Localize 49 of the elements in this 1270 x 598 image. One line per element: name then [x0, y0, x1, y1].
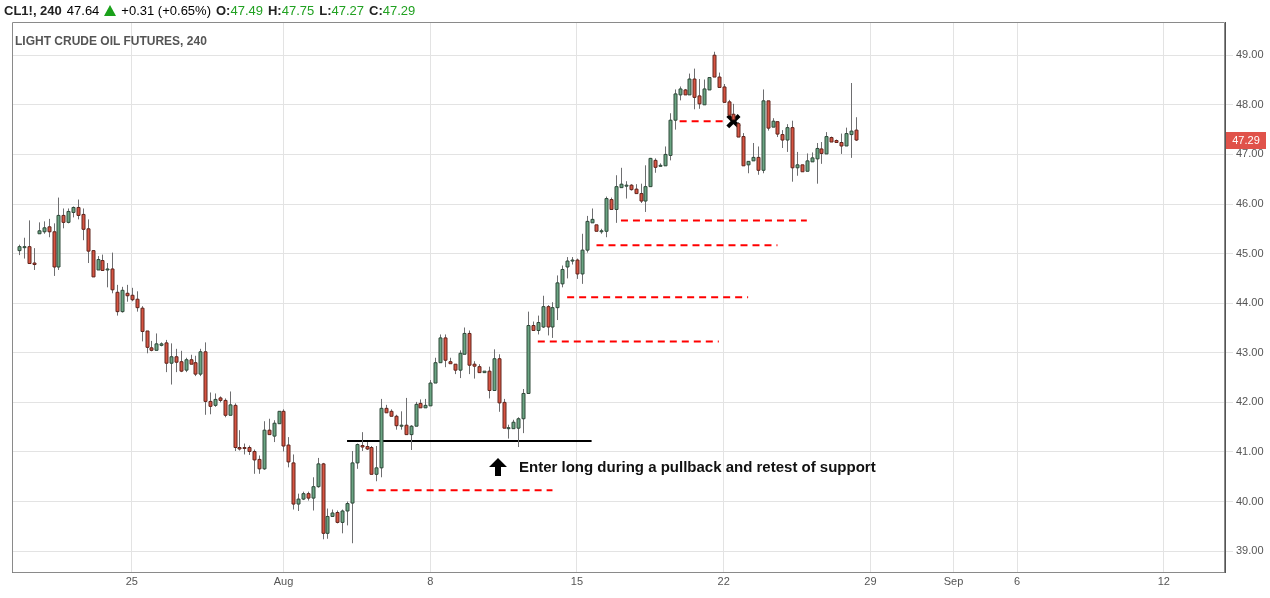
y-tick-label: 42.00: [1236, 395, 1264, 408]
text: 47.64: [66, 2, 100, 18]
x-tick-label: 22: [717, 574, 730, 587]
y-tick-label: 48.00: [1236, 97, 1264, 110]
candlestick: [443, 333, 448, 368]
candlestick: [120, 286, 125, 314]
candlestick: [61, 207, 66, 229]
candlestick: [169, 342, 174, 386]
candlestick: [105, 262, 110, 288]
candlestick: [399, 410, 404, 431]
y-tick-label: 39.00: [1236, 544, 1264, 557]
candlestick: [164, 339, 169, 373]
candlestick: [404, 397, 409, 436]
text: C:47.29: [369, 2, 416, 18]
y-tick-label: 40.00: [1236, 494, 1264, 507]
candlestick: [487, 366, 492, 399]
y-tick-label: 47.00: [1236, 147, 1264, 160]
y-tick-label: 44.00: [1236, 296, 1264, 309]
y-tick-label: 46.00: [1236, 197, 1264, 210]
y-tick-label: 41.00: [1236, 445, 1264, 458]
text: H:47.75: [267, 2, 315, 18]
candlestick: [198, 348, 203, 377]
candlestick: [795, 151, 800, 177]
annotation: Enter long during a pullback and retest of support: [519, 458, 876, 475]
x-tick-label: 29: [864, 574, 877, 587]
text: +0.31 (+0.65%): [121, 2, 211, 18]
x-tick-label: 15: [570, 574, 584, 587]
x-tick-label: Aug: [273, 574, 294, 587]
candlestick: [546, 304, 551, 336]
annotation: 47.29: [1226, 131, 1266, 149]
y-tick-label: 45.00: [1236, 246, 1264, 259]
x-tick-label: Sep: [943, 574, 964, 587]
candlestick: [785, 123, 790, 153]
text: O:47.49: [215, 2, 263, 18]
candlestick: [110, 252, 115, 294]
x-tick-label: 6: [1014, 574, 1021, 587]
candlestick: [824, 131, 829, 155]
x-tick-label: 25: [125, 574, 138, 587]
text: LIGHT CRUDE OIL FUTURES, 240: [15, 34, 207, 48]
y-tick-label: 43.00: [1236, 345, 1264, 358]
chart-subtitle: CL1!, 240: [4, 2, 62, 18]
candlestick: [756, 145, 761, 176]
y-tick-label: 49.00: [1236, 48, 1264, 61]
x-tick-label: 12: [1157, 574, 1170, 587]
candlestick: [819, 141, 824, 165]
x-tick-label: 8: [427, 574, 434, 587]
candlestick: [115, 284, 120, 317]
candlestick: [228, 390, 233, 416]
text: L:47.27: [319, 2, 365, 18]
